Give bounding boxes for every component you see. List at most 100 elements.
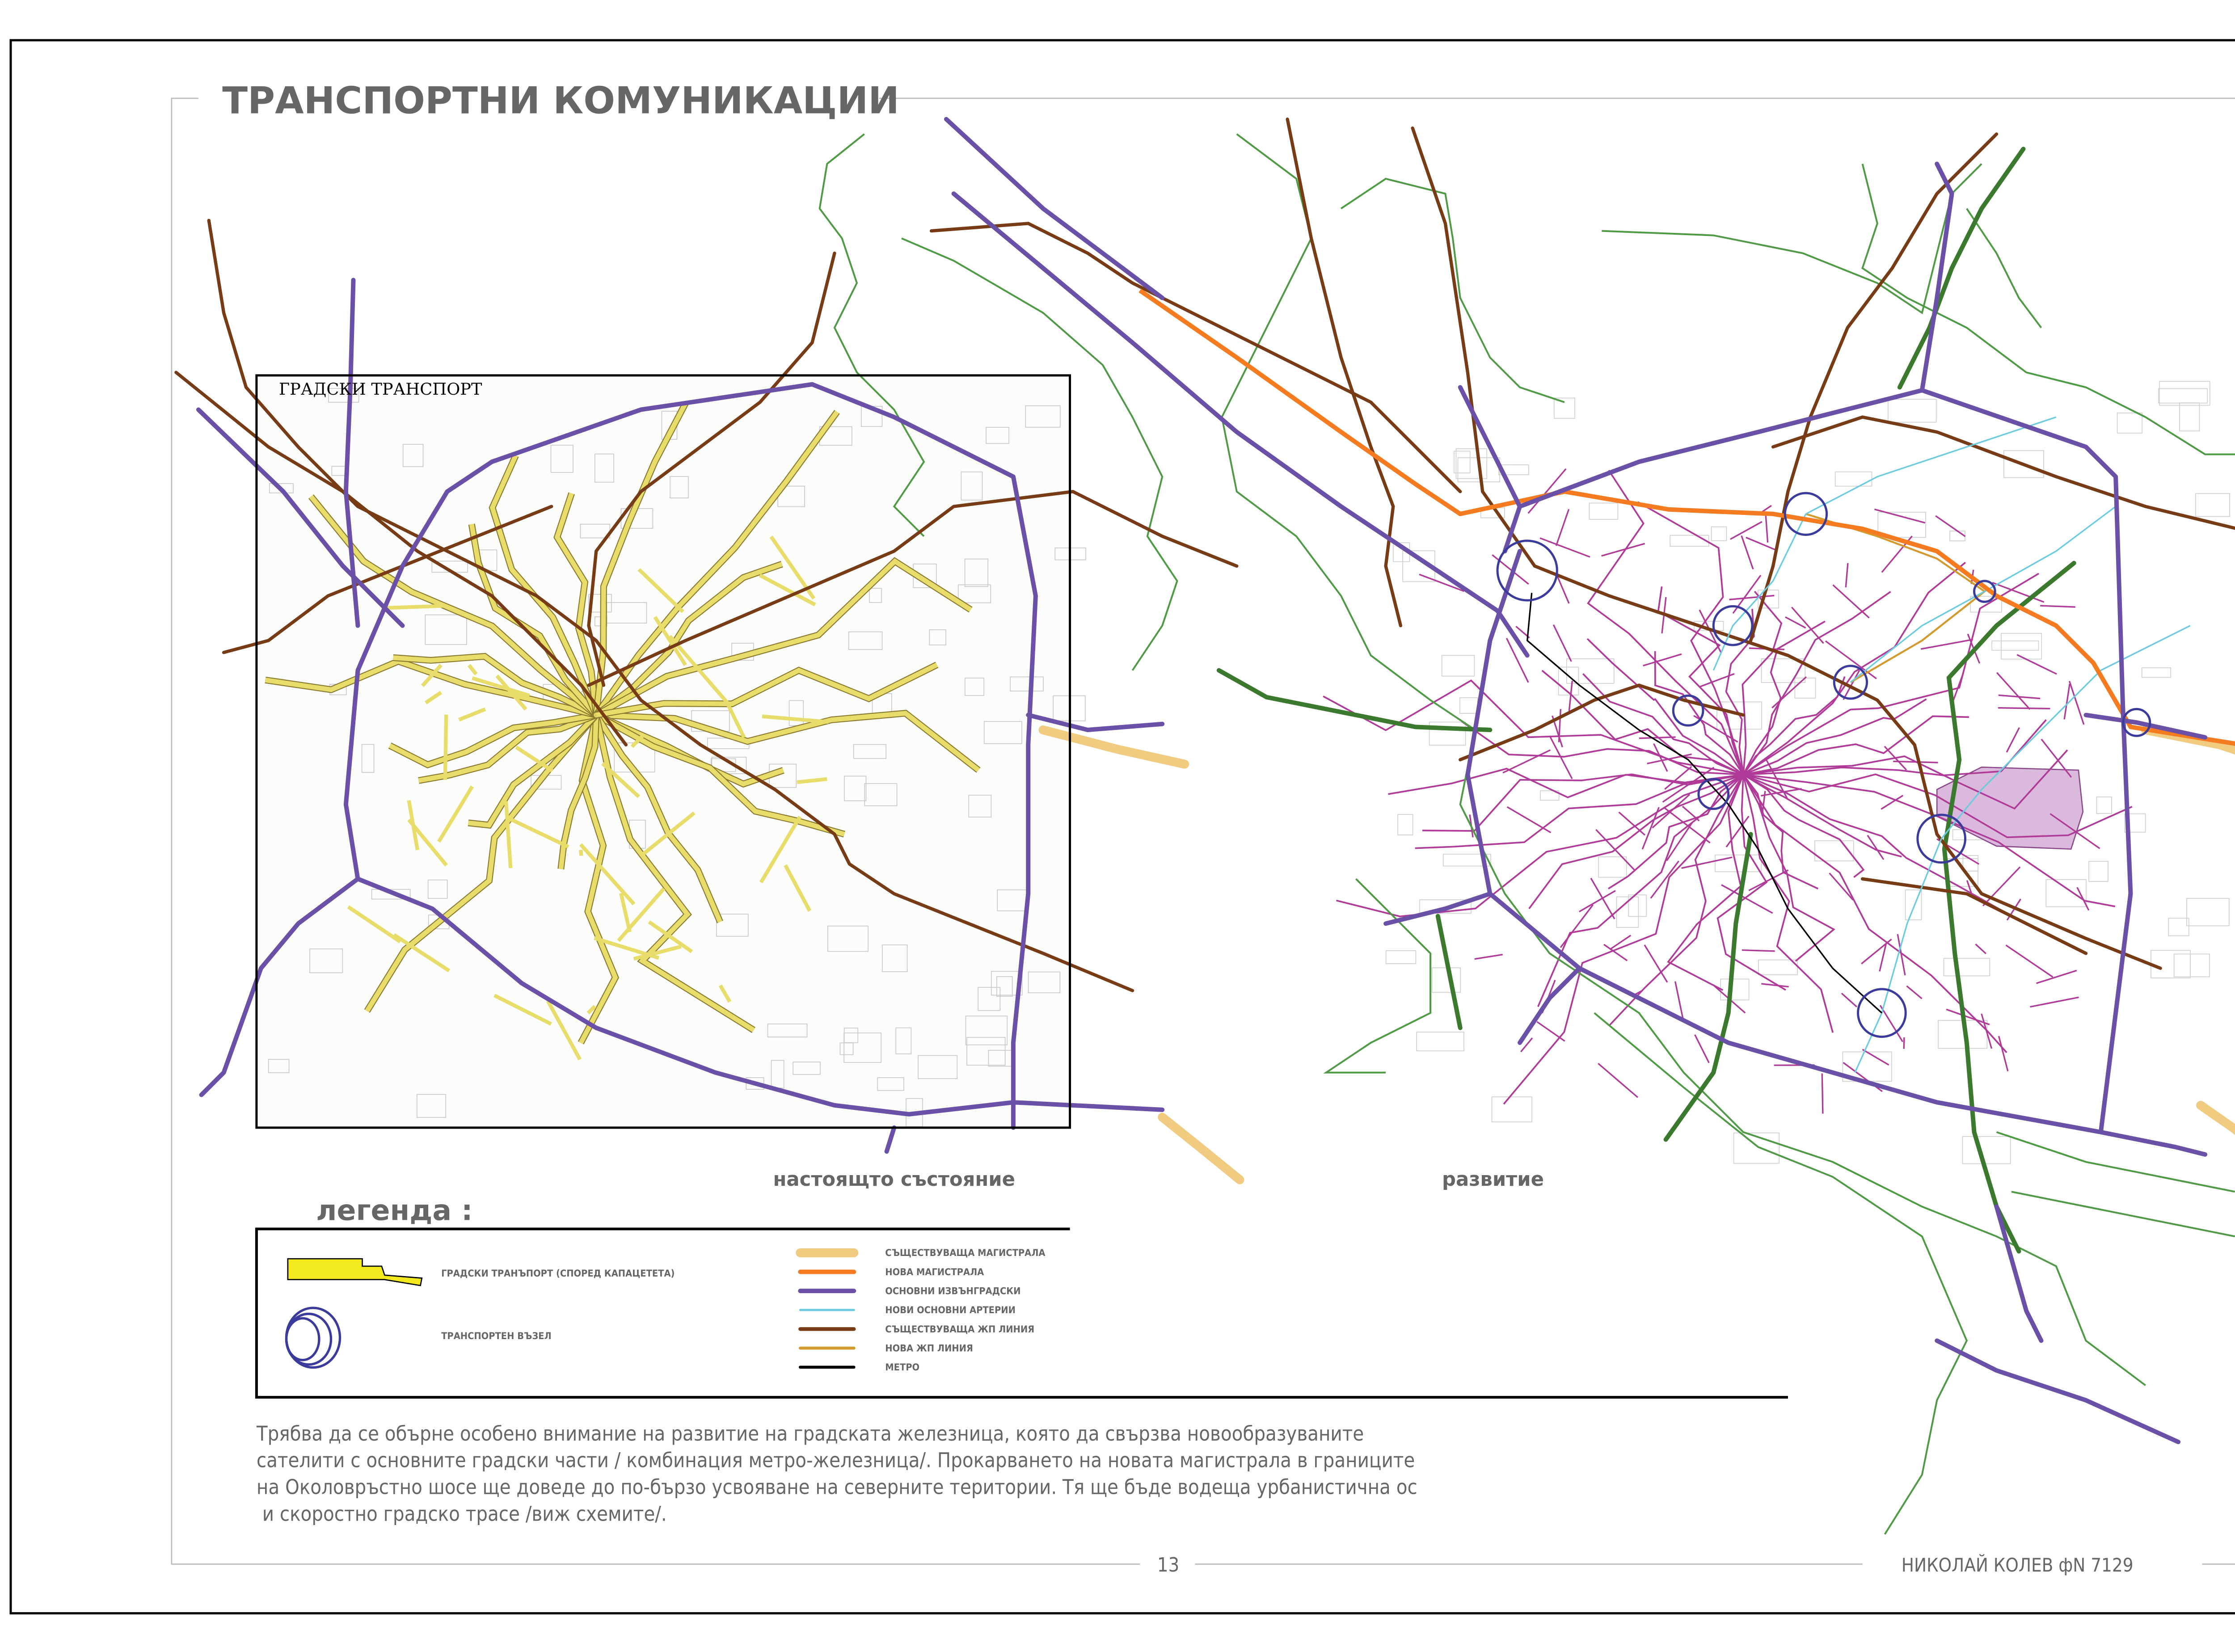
transport-route-fill [468, 713, 598, 828]
street [1897, 934, 1906, 976]
street [1881, 795, 1904, 810]
street [1503, 774, 1744, 1105]
urban-block [1962, 855, 1979, 872]
street [1862, 1049, 1889, 1066]
street [1506, 806, 1552, 834]
urban-block [1949, 531, 1965, 541]
street [1741, 535, 1754, 569]
railway [1860, 877, 2088, 955]
street [2068, 681, 2085, 725]
urban-block [767, 1023, 808, 1037]
street [1681, 856, 1733, 869]
street [1730, 521, 1763, 540]
transport-route-fill [595, 562, 783, 717]
urban-block [1397, 814, 1413, 835]
legend-line-item: ОСНОВНИ ИЗВЪНГРАДСКИ [798, 1285, 1021, 1297]
right-map-development [1323, 381, 2231, 1164]
transport-route [640, 811, 696, 857]
street [1587, 470, 1744, 775]
street [1586, 638, 1744, 775]
transport-route [443, 714, 448, 780]
transport-node-icon [285, 1306, 342, 1369]
urban-block [1758, 959, 1798, 975]
transport-route-fill [596, 711, 980, 772]
urban-block [1670, 535, 1709, 547]
street [1598, 1062, 1639, 1098]
street [1893, 760, 1938, 763]
transport-route-fill [309, 495, 598, 717]
urban-block [1733, 1132, 1780, 1164]
green-corridor [1435, 832, 1753, 1142]
urban-block [1441, 655, 1475, 677]
existing-highway [2196, 1100, 2235, 1135]
urban-block [1814, 840, 1854, 862]
transport-route-fill [388, 712, 597, 767]
legend-label: СЪЩЕСТВУВАЩА МАГИСТРАЛА [885, 1247, 1045, 1259]
urban-block [1834, 471, 1872, 487]
street [1725, 608, 1755, 775]
urban-block [371, 889, 411, 900]
urban-block [1720, 978, 1750, 1001]
street [1935, 515, 1966, 537]
street [2030, 996, 2079, 1008]
urban-block [1589, 502, 1619, 520]
street [1474, 953, 1503, 960]
urban-block [309, 948, 343, 974]
transport-route [472, 676, 530, 698]
street [1721, 884, 1773, 914]
street [1662, 767, 1715, 803]
street [1867, 834, 1885, 860]
railway [1749, 132, 1999, 642]
road [884, 1125, 897, 1154]
urban-block [1598, 856, 1627, 878]
street [1618, 811, 1646, 836]
transport-route [504, 801, 513, 868]
paragraph-line: на Околовръстно шосе ще доведе до по-бър… [257, 1475, 1417, 1499]
urban-block [877, 1077, 904, 1091]
street [1663, 807, 1711, 843]
urban-block [1558, 666, 1579, 695]
street [1765, 758, 1789, 800]
street [1643, 653, 1682, 666]
transport-route [347, 905, 401, 944]
urban-block [670, 476, 689, 498]
street [1742, 949, 1775, 952]
street [1771, 676, 1807, 708]
street [1760, 788, 1802, 796]
railway [174, 371, 628, 747]
urban-block [1962, 1136, 2011, 1164]
legend-line-item: НОВА МАГИСТРАЛА [798, 1267, 984, 1278]
green-corridor [1942, 560, 2076, 1254]
outer-frame [9, 39, 2235, 1614]
transport-route [725, 702, 746, 738]
street [1748, 869, 1789, 891]
street [1742, 774, 1834, 1033]
urban-block [881, 944, 908, 972]
transport-route [784, 864, 812, 912]
urban-block [1991, 641, 2039, 651]
street [1556, 576, 1570, 604]
urban-block [1443, 854, 1491, 867]
street [1743, 698, 1927, 775]
street [1637, 501, 1744, 775]
boundary-line [1996, 1131, 2235, 1238]
street [1700, 673, 1735, 687]
urban-block [1454, 451, 1471, 474]
transport-route-fill [595, 558, 972, 717]
left-map-caption: настоящто състояние [773, 1168, 1016, 1191]
street [1764, 511, 1769, 543]
railway [1459, 683, 1745, 762]
new-artery [1850, 506, 2117, 683]
urban-block [1402, 550, 1435, 582]
paragraph-line: и скоростно градско трасе /виж схемите/. [257, 1502, 667, 1526]
left-map-current-state [256, 375, 1086, 1128]
street [1419, 573, 1464, 592]
street [1952, 672, 1965, 702]
metro-line [1526, 593, 1882, 1014]
urban-block [1540, 790, 1560, 801]
street [1743, 719, 2047, 776]
urban-block [964, 678, 984, 696]
street [2006, 727, 2020, 753]
street [1841, 993, 1857, 1007]
street [1996, 672, 2031, 710]
